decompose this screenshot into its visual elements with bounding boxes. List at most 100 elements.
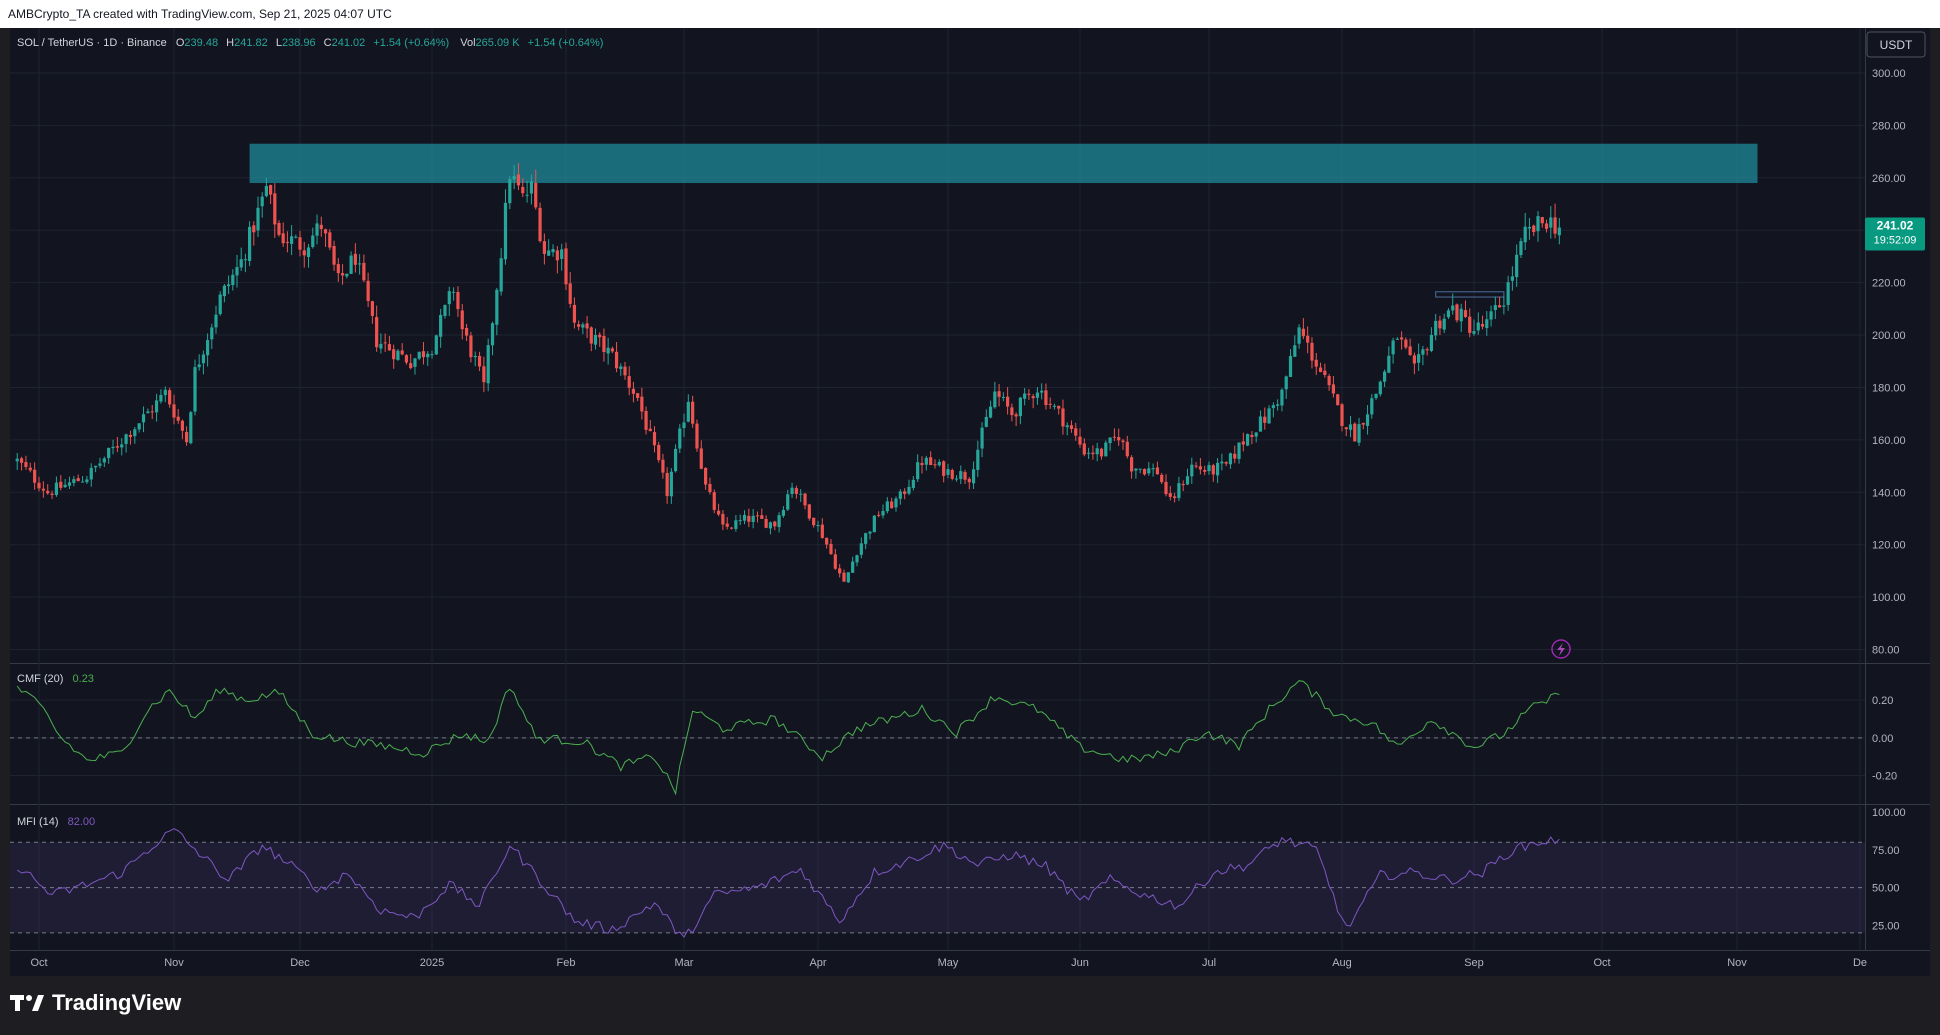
candle — [1472, 319, 1476, 336]
candle — [495, 287, 499, 336]
candle-body — [54, 482, 59, 496]
candle — [185, 426, 189, 446]
candle-body — [1177, 483, 1181, 499]
candle — [1412, 352, 1416, 375]
candle — [1544, 219, 1549, 233]
candle — [1099, 447, 1104, 460]
candle — [193, 359, 197, 416]
candle-body — [285, 241, 289, 243]
candle — [803, 492, 807, 510]
candle — [1185, 468, 1190, 485]
chart-frame[interactable] — [10, 28, 1930, 976]
attribution-text: AMBCrypto_TA created with TradingView.co… — [8, 7, 392, 21]
mfi-last-value: 82.00 — [68, 816, 96, 828]
candle-body — [1429, 334, 1434, 351]
candle-body — [521, 186, 525, 194]
candle-body — [281, 233, 285, 244]
candle-body — [19, 458, 24, 463]
candle — [452, 287, 456, 301]
mfi-tick-label: 75.00 — [1872, 845, 1900, 857]
candle — [1031, 393, 1035, 409]
candle-body — [426, 353, 430, 358]
legend-l-label: L — [276, 37, 282, 49]
candle-body — [1069, 425, 1074, 429]
candle — [33, 462, 37, 490]
candle — [375, 305, 379, 352]
candle — [1233, 445, 1237, 464]
candle — [1378, 380, 1382, 397]
candle — [413, 357, 417, 375]
candle — [201, 350, 205, 375]
candle — [464, 323, 469, 342]
candle-body — [885, 501, 889, 512]
candle — [159, 389, 163, 404]
candle — [988, 400, 993, 419]
candle — [911, 476, 915, 491]
candle — [708, 477, 712, 495]
candle-body — [1331, 384, 1336, 394]
candle — [1035, 387, 1040, 405]
candle — [1125, 435, 1129, 459]
candle — [252, 221, 256, 246]
candle — [568, 272, 572, 308]
candle — [859, 537, 863, 559]
candle — [1536, 211, 1540, 242]
candle — [1237, 442, 1241, 464]
candle-body — [678, 428, 682, 449]
candle-body — [833, 554, 837, 569]
cmf-last-value: 0.23 — [73, 673, 94, 685]
candle-body — [851, 561, 855, 573]
mfi-tick-label: 25.00 — [1872, 920, 1900, 932]
candle-body — [336, 264, 340, 274]
candle-body — [15, 458, 19, 462]
candle-body — [146, 411, 150, 414]
candle — [712, 489, 716, 514]
candle — [903, 488, 907, 500]
candle-body — [623, 366, 627, 376]
candle-body — [235, 267, 239, 276]
candle — [1207, 461, 1211, 475]
candle — [1006, 387, 1010, 415]
candle-body — [764, 518, 768, 528]
currency-button[interactable]: USDT — [1866, 31, 1926, 58]
candle-body — [1455, 304, 1459, 321]
candle-body — [768, 522, 773, 529]
candle — [959, 465, 963, 485]
candle — [538, 202, 542, 243]
candle-body — [734, 520, 738, 529]
lightning-icon[interactable] — [1551, 639, 1571, 659]
candle — [1451, 293, 1455, 315]
candle — [358, 254, 362, 275]
candle — [842, 569, 846, 582]
candle — [400, 343, 404, 356]
candle — [1065, 422, 1069, 436]
candle — [150, 404, 154, 420]
candle-body — [924, 457, 928, 465]
candle-body — [1074, 428, 1078, 436]
candle-body — [197, 364, 201, 368]
candle-body — [1104, 442, 1108, 457]
candle-body — [1463, 310, 1468, 318]
candle — [551, 244, 555, 257]
legend-vol-value: 265.09 K — [476, 37, 521, 49]
candle — [1258, 410, 1263, 432]
candle — [768, 521, 773, 535]
candle — [1130, 455, 1134, 479]
candle — [404, 354, 409, 365]
cmf-legend: CMF (20) 0.23 — [17, 673, 94, 685]
candle — [1318, 362, 1323, 373]
candle-body — [1395, 338, 1399, 340]
candle — [218, 291, 222, 316]
candle-body — [1408, 346, 1412, 356]
candle-body — [328, 232, 332, 248]
candle — [1276, 399, 1280, 411]
tradingview-logo[interactable]: TradingView — [10, 990, 181, 1016]
candle — [107, 447, 111, 464]
candle-body — [319, 224, 323, 229]
mfi-line — [16, 828, 1560, 938]
candle-body — [163, 389, 167, 396]
badge-countdown: 19:52:09 — [1874, 235, 1917, 247]
candle — [716, 503, 721, 517]
x-tick-label: May — [938, 957, 959, 969]
